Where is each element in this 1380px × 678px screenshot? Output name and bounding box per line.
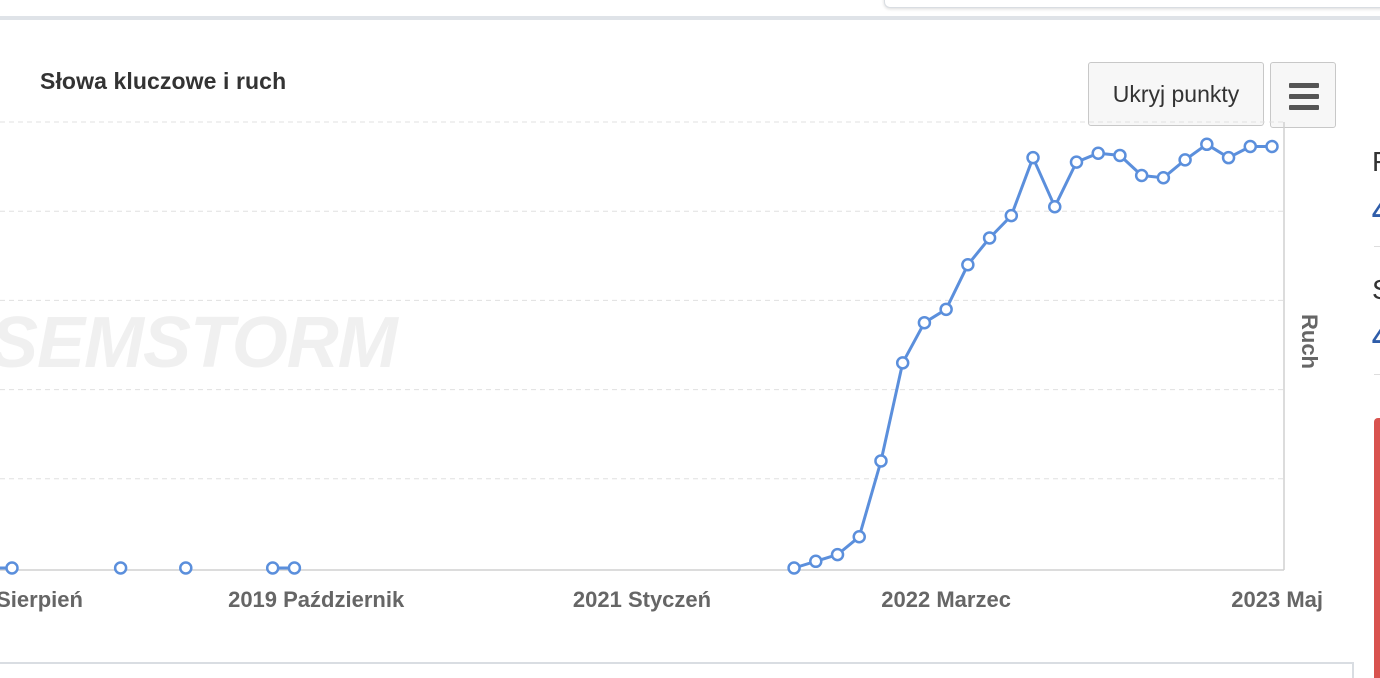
- x-tick-label: 2019 Październik: [228, 587, 405, 612]
- red-status-card: [1374, 418, 1380, 678]
- top-divider: [0, 16, 1380, 20]
- data-point: [1069, 155, 1084, 169]
- stat1-value-fragment: 4: [1372, 196, 1380, 227]
- chart-menu-button[interactable]: [1270, 62, 1336, 128]
- stat1-label-fragment: F: [1372, 146, 1380, 178]
- x-tick-labels: 2018 Sierpień 2019 Październik 2021 Stycze…: [0, 587, 1323, 612]
- data-point: [787, 561, 801, 575]
- data-point: [1243, 139, 1258, 154]
- stat2-label-fragment: S: [1372, 274, 1380, 306]
- data-point: [874, 454, 888, 468]
- chart-title: Słowa kluczowe i ruch: [40, 68, 287, 94]
- grid-lines: [0, 121, 1284, 480]
- data-point: [5, 561, 19, 575]
- data-point: [1265, 139, 1279, 154]
- data-point: [1091, 146, 1105, 160]
- top-card: [884, 0, 1380, 8]
- data-point: [917, 315, 932, 330]
- data-point: [1026, 150, 1040, 165]
- data-point: [852, 530, 866, 544]
- data-point: [1004, 208, 1019, 223]
- x-tick-label: 2022 Marzec: [881, 587, 1011, 612]
- x-tick-label: 2018 Sierpień: [0, 587, 83, 612]
- data-point: [939, 302, 953, 317]
- data-point: [961, 257, 975, 272]
- y-axis-label: Ruch: [1297, 314, 1322, 369]
- data-point: [982, 231, 997, 245]
- data-point: [287, 561, 302, 575]
- panel-right-border: [1352, 662, 1354, 678]
- stat2-value-fragment: 4: [1372, 322, 1380, 353]
- x-tick-label: 2023 Maj: [1231, 587, 1323, 612]
- series-group: [0, 137, 1279, 575]
- chart-panel: [0, 22, 1352, 664]
- data-point: [1200, 137, 1214, 152]
- side-divider-1: [1374, 246, 1380, 247]
- semstorm-watermark: SEMSTORM: [0, 303, 398, 383]
- data-point: [830, 547, 845, 562]
- data-point: [809, 554, 823, 569]
- data-point: [1156, 171, 1171, 185]
- data-point: [1048, 199, 1062, 214]
- data-point: [1221, 150, 1236, 165]
- data-point: [1178, 153, 1192, 167]
- data-point: [265, 561, 280, 575]
- x-tick-label: 2021 Styczeń: [573, 587, 711, 612]
- panel-bottom-border: [0, 662, 1354, 664]
- data-point: [113, 561, 128, 575]
- hide-points-button[interactable]: Ukryj punkty: [1088, 62, 1264, 126]
- data-point: [1113, 148, 1127, 163]
- axes: [0, 122, 1285, 571]
- series-line: [793, 142, 1272, 570]
- data-point: [895, 356, 910, 370]
- side-divider-2: [1374, 374, 1380, 375]
- data-point: [1134, 168, 1149, 183]
- data-point: [179, 561, 193, 575]
